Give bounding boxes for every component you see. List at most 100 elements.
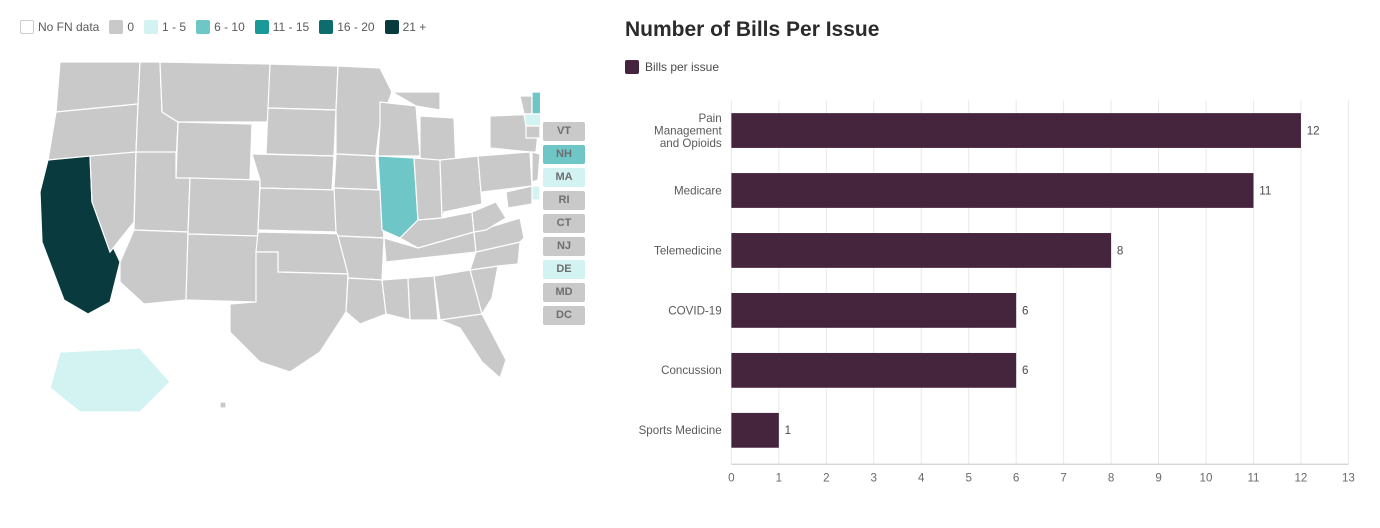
bar-category-label: Pain [698,112,721,125]
legend-item: 6 - 10 [196,20,245,34]
state-CT[interactable] [526,126,540,138]
legend-swatch [255,20,269,34]
legend-swatch [20,20,34,34]
legend-label: 21 + [403,20,427,34]
state-MA[interactable] [524,114,540,126]
bar-value-label: 11 [1259,184,1271,197]
bar-category-label: Management [654,124,722,137]
bar-chart: 012345678910111213PainManagementand Opio… [625,88,1360,498]
legend-item: 1 - 5 [144,20,186,34]
bar-value-label: 12 [1307,124,1320,137]
x-tick-label: 9 [1155,472,1161,485]
bar-value-label: 1 [785,424,791,437]
state-IN[interactable] [414,158,442,220]
state-VT[interactable] [520,96,532,114]
state-WY[interactable] [176,122,252,180]
map-legend: No FN data 0 1 - 5 6 - 10 11 - 15 16 - 20 21 + [20,20,585,34]
legend-label: 11 - 15 [273,20,309,34]
state-CO[interactable] [188,178,260,236]
legend-item: 16 - 20 [319,20,374,34]
state-button-RI[interactable]: RI [543,191,585,210]
state-button-MA[interactable]: MA [543,168,585,187]
state-HI[interactable] [220,402,226,408]
bar-value-label: 6 [1022,364,1028,377]
x-tick-label: 5 [965,472,971,485]
state-button-NJ[interactable]: NJ [543,237,585,256]
map-panel: No FN data 0 1 - 5 6 - 10 11 - 15 16 - 20 21 +… [0,0,595,528]
state-NM[interactable] [186,234,258,302]
state-MD[interactable] [506,186,532,208]
bar[interactable] [731,293,1016,328]
bar[interactable] [731,113,1301,148]
state-AL[interactable] [408,276,438,320]
bar-category-label: Concussion [661,364,722,377]
legend-item: 21 + [385,20,427,34]
state-button-list: VT NH MA RI CT NJ DE MD DC [543,122,585,325]
state-OH[interactable] [440,156,482,218]
x-tick-label: 11 [1247,472,1259,485]
state-NJ[interactable] [532,152,540,182]
chart-panel: Number of Bills Per Issue Bills per issu… [595,0,1380,528]
bar[interactable] [731,173,1253,208]
bar[interactable] [731,353,1016,388]
x-tick-label: 0 [728,472,734,485]
bar-category-label: COVID-19 [668,304,721,317]
state-NH[interactable] [532,92,540,114]
x-tick-label: 12 [1294,472,1307,485]
x-tick-label: 3 [871,472,877,485]
bar-value-label: 8 [1117,244,1123,257]
bar[interactable] [731,233,1111,268]
legend-swatch [109,20,123,34]
bar-value-label: 6 [1022,304,1028,317]
state-AZ[interactable] [120,230,188,304]
x-tick-label: 1 [776,472,782,485]
legend-item: No FN data [20,20,99,34]
state-button-DC[interactable]: DC [543,306,585,325]
bar-category-label: Telemedicine [654,244,722,257]
state-ND[interactable] [268,64,338,110]
state-AK[interactable] [50,348,170,412]
state-MS[interactable] [382,278,410,320]
state-SD[interactable] [266,108,336,156]
legend-swatch [319,20,333,34]
state-button-VT[interactable]: VT [543,122,585,141]
chart-area: 012345678910111213PainManagementand Opio… [625,88,1360,498]
x-tick-label: 8 [1108,472,1114,485]
legend-label: 0 [127,20,134,34]
x-tick-label: 7 [1060,472,1066,485]
bar-category-label: and Opioids [660,137,722,150]
state-KS[interactable] [258,188,338,232]
x-tick-label: 13 [1342,472,1355,485]
legend-item: 11 - 15 [255,20,309,34]
state-IA[interactable] [334,154,378,190]
x-tick-label: 2 [823,472,829,485]
bar[interactable] [731,413,778,448]
state-button-MD[interactable]: MD [543,283,585,302]
state-DE[interactable] [532,186,540,200]
state-OR[interactable] [48,104,138,160]
legend-swatch [385,20,399,34]
legend-swatch [625,60,639,74]
x-tick-label: 4 [918,472,925,485]
legend-swatch [144,20,158,34]
state-FL[interactable] [440,314,506,378]
legend-label: No FN data [38,20,99,34]
state-NE[interactable] [252,154,334,190]
bar-category-label: Medicare [674,184,722,197]
legend-item: 0 [109,20,134,34]
bar-category-label: Sports Medicine [639,424,722,437]
state-LA[interactable] [346,278,386,324]
state-WI[interactable] [378,102,420,156]
us-map[interactable] [20,52,540,432]
state-button-NH[interactable]: NH [543,145,585,164]
state-button-DE[interactable]: DE [543,260,585,279]
state-MO[interactable] [334,188,384,238]
chart-title: Number of Bills Per Issue [625,18,1360,42]
x-tick-label: 6 [1013,472,1019,485]
legend-label: 1 - 5 [162,20,186,34]
state-button-CT[interactable]: CT [543,214,585,233]
state-MT[interactable] [160,62,270,122]
legend-label: 6 - 10 [214,20,245,34]
legend-swatch [196,20,210,34]
legend-label: 16 - 20 [337,20,374,34]
